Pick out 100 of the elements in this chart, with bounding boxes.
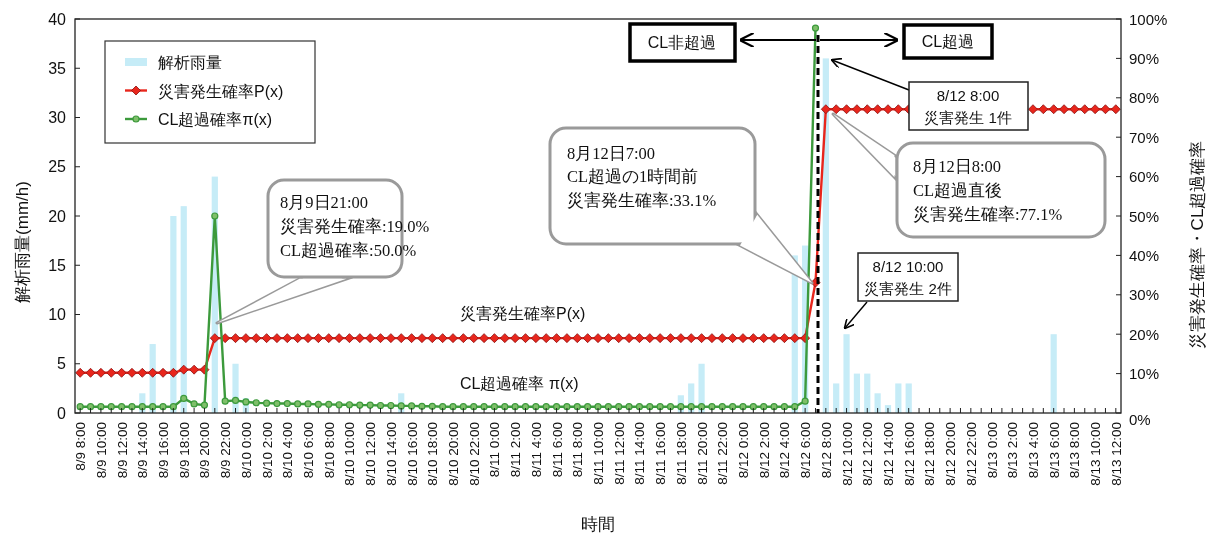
y2-axis-title: 災害発生確率・CL超過確率 [1188,140,1207,350]
annotation: 8月9日21:00 [280,193,369,212]
x-tick-label: 8/9 16:00 [156,422,172,479]
x-tick-label: 8/11 18:00 [673,422,689,485]
x-tick-label: 8/11 10:00 [591,422,606,485]
x-tick-label: 8/13 4:00 [1025,422,1041,479]
x-tick-label: 8/10 12:00 [363,422,379,486]
annotation: CL超過 [921,33,975,50]
x-tick-label: 8/11 4:00 [528,422,544,478]
annotation: CL超過直後 [913,181,1003,200]
bar [1050,334,1057,413]
x-tick-label: 8/10 22:00 [466,422,482,486]
x-tick-label: 8/11 2:00 [508,422,524,478]
legend-label: 解析雨量 [158,54,222,71]
y-tick-label: 35 [48,59,67,77]
x-tick-label: 8/12 10:00 [839,422,855,486]
x-tick-label: 8/12 0:00 [735,422,751,479]
y2-tick-label: 50% [1129,207,1160,225]
x-tick-label: 8/11 22:00 [715,422,731,485]
y-tick-label: 40 [48,10,67,28]
y2-tick-label: 70% [1129,128,1160,146]
x-tick-label: 8/13 10:00 [1088,422,1104,486]
x-tick-label: 8/10 4:00 [280,422,296,479]
y-tick-label: 20 [48,207,67,225]
x-tick-label: 8/12 8:00 [818,422,834,479]
x-tick-label: 8/11 16:00 [653,422,669,485]
annotation: 8/12 8:00 [936,87,1000,104]
x-tick-label: 8/10 18:00 [425,422,441,486]
y2-tick-label: 100% [1129,10,1168,28]
annotation: CL非超過 [647,34,717,51]
y-tick-label: 15 [48,256,67,274]
annotation: 災害発生確率:33.1% [567,191,717,210]
x-tick-label: 8/12 20:00 [943,422,959,486]
x-tick-label: 8/10 14:00 [383,422,399,486]
x-tick-label: 8/12 6:00 [798,422,814,479]
x-tick-label: 8/13 12:00 [1108,422,1124,486]
y2-tick-label: 0% [1129,410,1151,428]
x-tick-label: 8/13 2:00 [1005,422,1021,479]
annotation: 8/12 10:00 [872,258,944,275]
x-tick-label: 8/11 0:00 [487,422,503,478]
bar [895,383,902,413]
x-tick-label: 8/12 2:00 [756,422,772,479]
annotation: 8月12日7:00 [567,144,656,163]
x-tick-label: 8/11 12:00 [611,422,627,485]
bar [905,383,912,413]
x-tick-label: 8/9 14:00 [135,422,151,479]
bar [874,393,881,413]
y-tick-label: 30 [48,109,67,126]
x-axis-title: 時間 [581,515,615,534]
x-tick-label: 8/13 8:00 [1067,422,1083,479]
y-tick-label: 5 [57,355,67,373]
x-tick-label: 8/11 14:00 [632,422,648,485]
x-tick-label: 8/12 14:00 [880,422,896,486]
y2-tick-label: 60% [1129,168,1160,186]
x-tick-label: 8/10 20:00 [446,422,462,486]
x-tick-label: 8/10 10:00 [342,422,358,486]
annotation: 災害発生確率:19.0% [280,217,430,236]
bar [833,383,840,413]
annotation: CL超過確率:50.0% [280,241,417,260]
y-tick-label: 0 [57,404,67,422]
legend-label: CL超過確率π(x) [158,111,273,128]
x-tick-label: 8/11 8:00 [570,422,586,478]
x-tick-label: 8/12 22:00 [963,422,979,486]
x-tick-label: 8/13 0:00 [984,422,1000,479]
y2-tick-label: 40% [1129,246,1160,264]
y2-tick-label: 20% [1129,325,1160,343]
x-tick-label: 8/10 2:00 [259,422,275,479]
x-tick-label: 8/9 18:00 [176,422,192,479]
x-tick-label: 8/12 12:00 [860,422,876,486]
y2-tick-label: 90% [1129,49,1160,67]
x-tick-label: 8/12 4:00 [777,422,793,479]
y2-tick-label: 10% [1129,365,1160,383]
y-tick-label: 25 [48,158,67,176]
annotation: 災害発生 2件 [864,280,952,297]
x-tick-label: 8/10 6:00 [301,422,317,479]
y-tick-label: 10 [48,306,67,323]
x-tick-label: 8/9 8:00 [73,422,89,471]
x-tick-label: 8/11 6:00 [549,422,565,478]
y2-tick-label: 30% [1129,286,1160,304]
legend-label: 災害発生確率P(x) [158,82,284,100]
bar [864,373,871,413]
annotation: 8月12日8:00 [913,157,1002,176]
x-tick-label: 8/10 16:00 [404,422,420,486]
x-tick-label: 8/11 20:00 [694,422,710,485]
x-tick-label: 8/12 16:00 [901,422,917,486]
bar [853,373,861,413]
annotation: 災害発生確率:77.1% [913,205,1063,224]
y2-tick-label: 80% [1129,89,1160,107]
x-tick-label: 8/9 10:00 [93,422,109,479]
x-tick-label: 8/12 18:00 [922,422,938,486]
x-tick-label: 8/10 0:00 [238,422,254,479]
bar [843,334,850,413]
y-axis-title: 解析雨量(mm/h) [13,181,32,303]
x-tick-label: 8/9 20:00 [197,422,213,479]
annotation: CL超過の1時間前 [567,167,699,186]
x-tick-label: 8/13 6:00 [1046,422,1062,479]
x-tick-label: 8/10 8:00 [321,422,337,479]
annotation: 災害発生 1件 [924,109,1012,126]
x-tick-label: 8/9 12:00 [114,422,130,479]
x-tick-label: 8/9 22:00 [218,422,234,479]
